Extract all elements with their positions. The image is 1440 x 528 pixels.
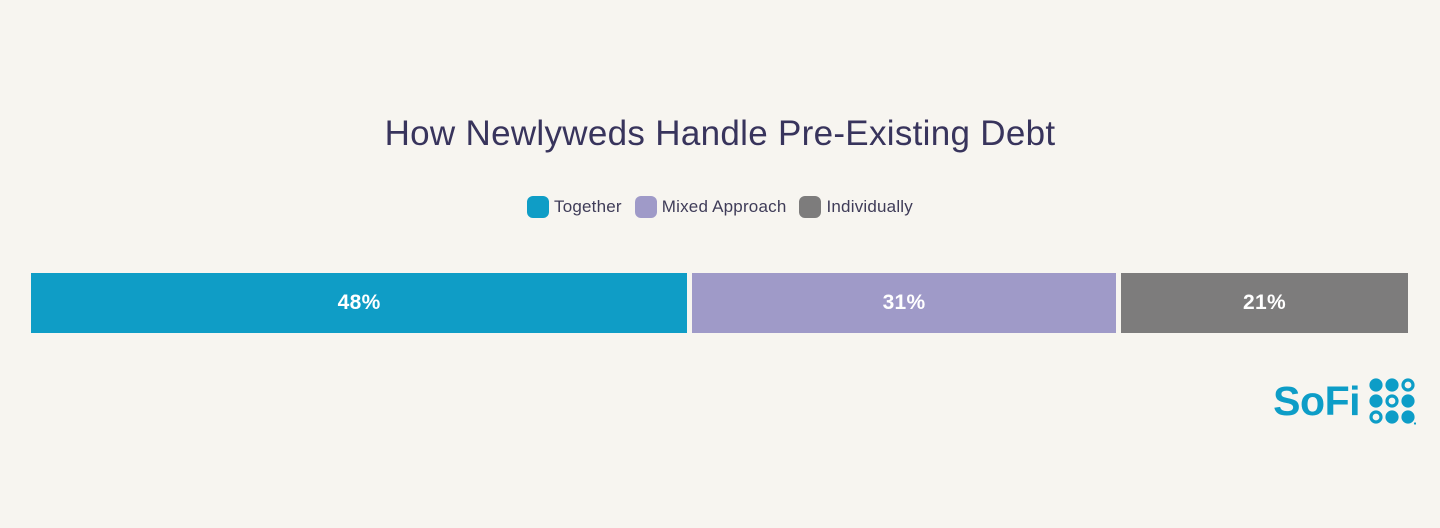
legend-item-together: Together (527, 196, 622, 218)
sofi-logo-text: SoFi (1273, 378, 1360, 424)
bar-segment-mixed-approach: 31% (692, 273, 1116, 333)
bar-value-label-together: 48% (337, 291, 381, 314)
bar-value-label-individually: 21% (1242, 291, 1286, 314)
legend-item-individually: Individually (799, 196, 913, 218)
legend-label-mixed-approach: Mixed Approach (661, 197, 787, 216)
chart-title: How Newlyweds Handle Pre-Existing Debt (384, 114, 1056, 153)
sofi-logo-dots-icon (1369, 378, 1416, 425)
legend-swatch-individually-icon (799, 196, 822, 218)
chart-legend: Together Mixed Approach Individually (0, 196, 1440, 218)
bar-value-label-mixed-approach: 31% (882, 291, 926, 314)
legend-label-individually: Individually (826, 197, 913, 216)
legend-item-mixed-approach: Mixed Approach (634, 196, 787, 218)
sofi-logo: SoFi (1273, 378, 1416, 425)
stacked-bar: 48% 31% 21% (31, 273, 1408, 333)
legend-label-together: Together (554, 197, 622, 216)
legend-swatch-mixed-approach-icon (634, 196, 657, 218)
bar-segment-individually: 21% (1120, 273, 1408, 333)
bar-segment-together: 48% (31, 273, 688, 333)
legend-swatch-together-icon (527, 196, 549, 218)
